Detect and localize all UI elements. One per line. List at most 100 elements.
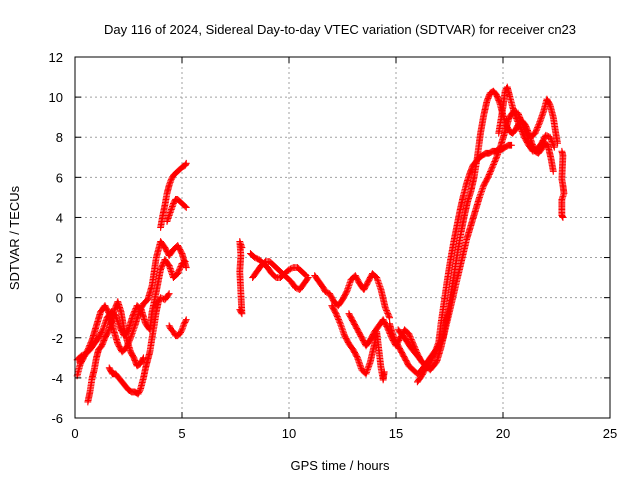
y-tick-label: 2 [56, 251, 63, 266]
trace-2-marker [176, 265, 183, 273]
trace-9-marker [287, 265, 294, 273]
trace-12-marker [333, 311, 341, 319]
trace-16-marker [487, 168, 494, 176]
trace-2-marker [174, 270, 182, 277]
trace-4-marker [157, 294, 164, 302]
chart-title: Day 116 of 2024, Sidereal Day-to-day VTE… [104, 22, 576, 37]
trace-17-marker [529, 147, 537, 155]
trace-17-marker [514, 119, 522, 127]
trace-17-marker [513, 116, 521, 124]
y-tick-label: -6 [51, 411, 63, 426]
trace-16-marker [486, 169, 494, 177]
trace-7-marker [182, 316, 190, 324]
trace-16-marker [491, 156, 499, 164]
trace-14-marker [389, 331, 397, 339]
trace-11-marker [342, 289, 350, 297]
trace-12-marker [380, 368, 388, 376]
trace-11-marker [383, 308, 391, 316]
trace-2-marker [129, 310, 137, 318]
trace-10-marker [304, 274, 312, 282]
trace-17-marker [519, 129, 526, 137]
trace-7-marker [177, 327, 185, 335]
trace-3-marker [140, 354, 147, 362]
trace-17-marker [549, 140, 557, 148]
x-tick-label: 15 [389, 426, 403, 441]
trace-11-marker [323, 288, 331, 296]
trace-6-marker [181, 203, 189, 210]
trace-17-marker [548, 138, 556, 145]
trace-11-marker [384, 310, 392, 317]
trace-2-marker [177, 263, 185, 270]
trace-4-marker [136, 387, 143, 395]
trace-2-marker [157, 264, 165, 272]
trace-17-marker [547, 136, 555, 144]
trace-13-marker [408, 337, 416, 345]
trace-9-marker [251, 254, 259, 261]
trace-2-marker [129, 312, 137, 320]
trace-2-marker [131, 308, 139, 315]
trace-2-marker [98, 327, 106, 335]
trace-16-marker [490, 161, 497, 168]
trace-16-marker [488, 165, 496, 173]
trace-16-marker [485, 172, 493, 180]
y-axis-label: SDTVAR / TECUs [7, 185, 22, 290]
trace-14-marker [391, 335, 399, 343]
trace-9-marker [285, 266, 293, 273]
trace-16-marker [535, 121, 543, 129]
trace-11-marker [321, 288, 329, 296]
trace-1-marker [182, 264, 190, 271]
trace-16-marker [491, 158, 499, 165]
trace-16-marker [531, 129, 539, 137]
y-tick-label: 12 [49, 50, 63, 65]
trace-16-marker [488, 163, 496, 171]
trace-17-marker [550, 143, 558, 151]
trace-16-marker [534, 122, 542, 130]
trace-12-marker [353, 353, 361, 360]
x-tick-label: 0 [71, 426, 78, 441]
trace-12-marker [335, 316, 342, 323]
trace-16-marker [485, 171, 493, 178]
trace-18-marker [559, 214, 567, 221]
trace-17-marker [516, 123, 524, 131]
trace-16-marker [534, 124, 541, 131]
trace-17-marker [515, 120, 523, 128]
trace-12-marker [334, 314, 342, 322]
trace-8-marker [238, 244, 246, 251]
trace-11-marker [384, 311, 392, 319]
trace-11-marker [385, 312, 393, 320]
trace-4-marker [164, 291, 172, 299]
trace-17-marker [517, 125, 525, 133]
trace-9-marker [301, 271, 309, 279]
trace-17-marker [518, 128, 526, 135]
trace-17-marker [530, 147, 538, 154]
trace-14-marker [390, 334, 398, 341]
trace-16-marker [484, 173, 492, 181]
trace-17-marker [543, 132, 551, 140]
trace-4-marker [165, 290, 173, 298]
trace-14-marker [390, 332, 397, 340]
points-layer [73, 83, 568, 406]
trace-9-marker [288, 264, 296, 272]
trace-12-marker [333, 313, 341, 320]
trace-10-marker [304, 275, 311, 283]
y-tick-label: 10 [49, 90, 63, 105]
trace-14-marker [549, 167, 557, 175]
trace-2-marker [79, 351, 87, 359]
trace-9-marker [252, 254, 260, 262]
trace-17-marker [546, 133, 554, 141]
y-tick-label: -2 [51, 331, 63, 346]
trace-12-marker [332, 310, 340, 318]
y-tick-label: 8 [56, 130, 63, 145]
y-tick-label: 4 [56, 210, 63, 225]
trace-13-marker [405, 330, 413, 338]
trace-17-marker [513, 115, 520, 122]
trace-16-marker [490, 159, 498, 167]
trace-7-marker [182, 317, 189, 325]
trace-2-marker [130, 309, 138, 317]
trace-17-marker [550, 142, 558, 150]
trace-12-marker [336, 318, 344, 326]
trace-11-marker [383, 307, 390, 314]
trace-12-marker [335, 317, 343, 325]
trace-2-marker [180, 258, 188, 266]
